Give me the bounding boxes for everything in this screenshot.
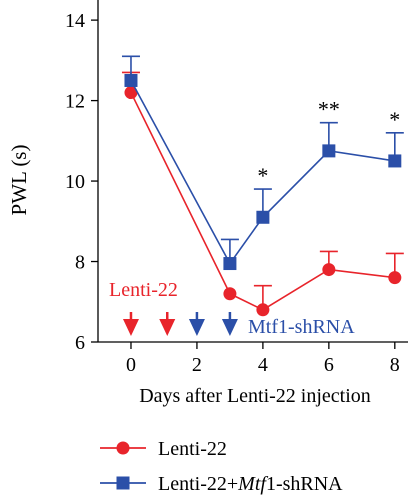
injection-arrow-icon [188, 319, 205, 336]
annotations: Lenti-22 Mtf1-shRNA [109, 279, 355, 338]
data-point [124, 73, 138, 87]
y-axis-label: PWL (s) [7, 145, 31, 216]
legend-marker-circle [116, 441, 130, 455]
x-axis-label: Days after Lenti-22 injection [139, 385, 371, 407]
data-point [322, 144, 336, 158]
legend-label: Lenti-22 [158, 438, 227, 460]
data-point [388, 271, 402, 285]
x-tick-label: 4 [258, 354, 268, 376]
x-tick-label: 6 [324, 354, 334, 376]
x-tick-label: 2 [192, 354, 202, 376]
data-point [223, 257, 237, 271]
annotation-mtf1-shrna: Mtf1-shRNA [248, 316, 355, 338]
axes: 6 8 10 12 14 0 2 4 6 8 [65, 0, 408, 376]
y-tick-label: 8 [75, 252, 85, 274]
data-point [124, 86, 138, 100]
data-point [322, 263, 336, 277]
data-point [256, 210, 270, 224]
series-layer: *** * [121, 55, 404, 317]
injection-arrow-icon [159, 319, 176, 336]
x-tick-label: 0 [126, 354, 136, 376]
y-tick-label: 6 [75, 332, 85, 354]
significance-marker: ** [318, 97, 340, 122]
y-tick-label: 14 [65, 10, 85, 32]
significance-marker: * [257, 163, 268, 188]
annotation-lenti-22: Lenti-22 [109, 279, 178, 301]
significance-marker: * [389, 107, 400, 132]
series-lenti-22-mtf1-shrna [121, 55, 404, 271]
data-point [223, 287, 237, 301]
y-tick-label: 10 [65, 171, 85, 193]
legend: Lenti-22 Lenti-22+Mtf1-shRNA [100, 438, 343, 495]
data-point [256, 303, 270, 317]
legend-marker-square [116, 476, 130, 490]
x-tick-label: 8 [390, 354, 400, 376]
data-point [388, 154, 402, 168]
series-lenti-22 [121, 71, 404, 317]
y-tick-label: 12 [65, 91, 85, 113]
injection-arrow-icon [221, 319, 238, 336]
legend-label: Lenti-22+Mtf1-shRNA [158, 473, 343, 495]
injection-arrow-icon [122, 319, 139, 336]
